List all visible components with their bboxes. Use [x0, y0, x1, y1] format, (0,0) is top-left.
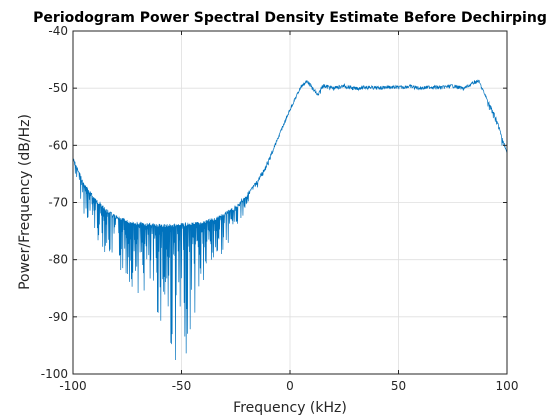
y-tick-label: -50	[48, 81, 68, 95]
y-tick-label: -40	[48, 24, 68, 38]
x-tick-label: -100	[59, 379, 86, 393]
x-tick-label: 0	[286, 379, 294, 393]
x-tick-label: 100	[496, 379, 519, 393]
y-tick-label: -100	[41, 367, 68, 381]
psd-trace	[72, 79, 508, 361]
axis-ticks: -100 -50 0 50 100 -100 -90 -80 -70 -60 -50 -40	[41, 24, 519, 393]
y-axis-label: Power/Frequency (dB/Hz)	[17, 114, 33, 290]
y-tick-label: -80	[48, 253, 68, 267]
x-tick-label: 50	[391, 379, 406, 393]
x-axis-label: Frequency (kHz)	[233, 400, 347, 416]
y-tick-label: -60	[48, 138, 68, 152]
psd-line	[72, 79, 508, 361]
y-tick-label: -70	[48, 196, 68, 210]
y-tick-label: -90	[48, 310, 68, 324]
chart-title: Periodogram Power Spectral Density Estim…	[33, 10, 547, 26]
x-tick-label: -50	[172, 379, 192, 393]
